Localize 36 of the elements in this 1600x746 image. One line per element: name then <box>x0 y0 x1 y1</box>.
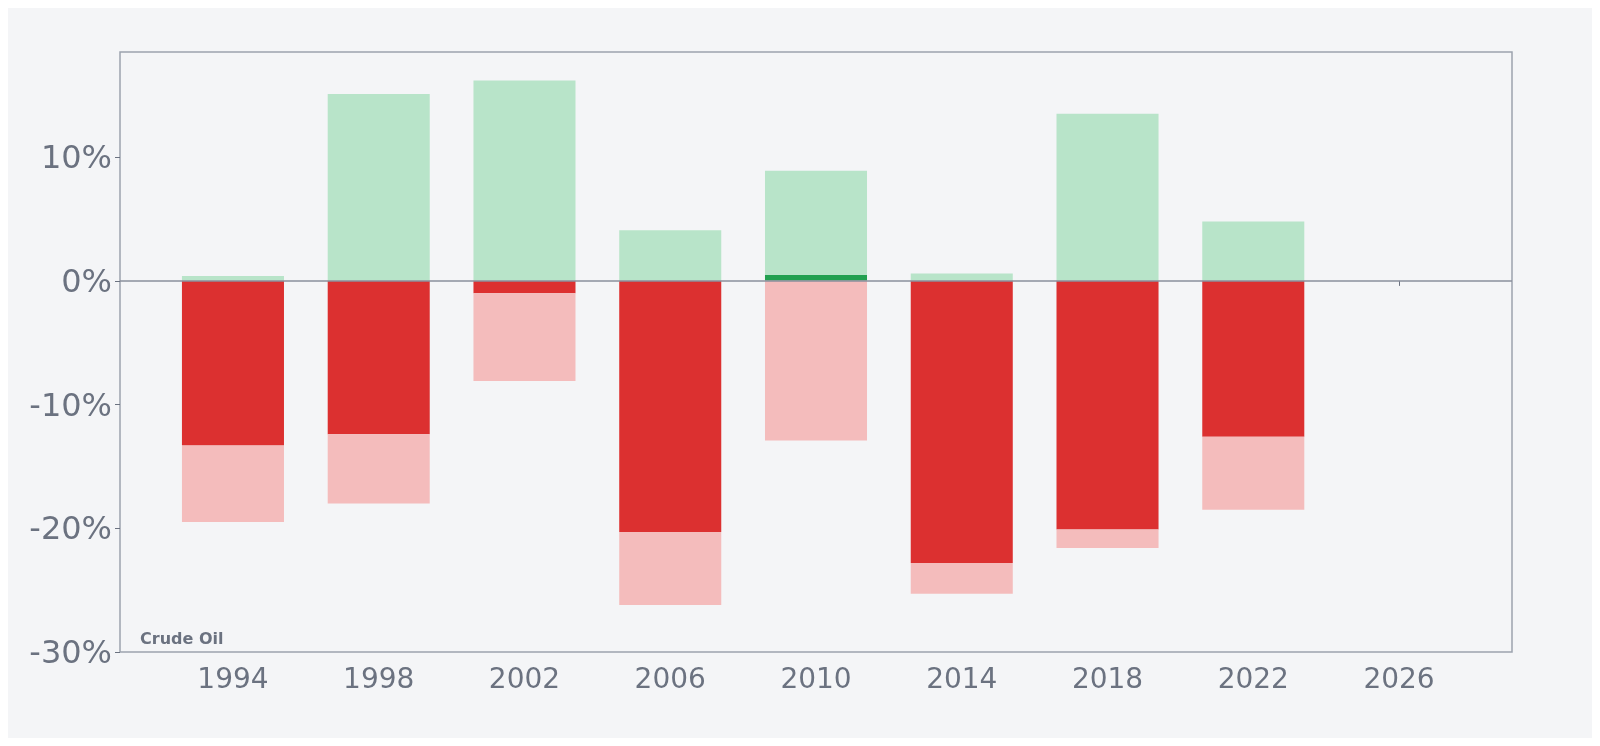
bar <box>181 280 284 446</box>
bar <box>764 170 868 275</box>
y-tick-label: -30% <box>29 633 112 671</box>
x-tick-label: 2002 <box>488 661 561 695</box>
x-tick-label: 2010 <box>780 661 852 695</box>
bar <box>1056 280 1159 530</box>
bar <box>1202 221 1305 281</box>
x-tick-label: 1994 <box>197 661 269 695</box>
bar <box>473 293 576 382</box>
bar <box>1056 529 1159 549</box>
bar <box>910 280 1013 563</box>
bar <box>619 230 722 281</box>
bar <box>619 532 722 605</box>
bar <box>1202 280 1305 437</box>
bar <box>619 280 722 532</box>
x-tick-label: 2014 <box>926 661 998 695</box>
bar <box>1202 436 1305 510</box>
x-tick-label: 1998 <box>343 661 415 695</box>
bar <box>327 94 430 281</box>
x-tick-label: 2026 <box>1363 661 1435 695</box>
y-tick-label: -20% <box>29 509 112 548</box>
annotation: Crude Oil <box>140 628 224 648</box>
bar <box>764 280 868 441</box>
y-tick-label: -10% <box>29 385 112 424</box>
y-tick-label: 0% <box>61 261 112 300</box>
bar <box>327 280 430 435</box>
bar <box>327 434 430 504</box>
y-tick-label: 10% <box>40 138 112 177</box>
bar <box>473 80 576 281</box>
x-tick-label: 2006 <box>634 661 706 695</box>
x-tick-label: 2022 <box>1217 661 1289 695</box>
x-tick-label: 2018 <box>1071 661 1144 695</box>
bar <box>473 280 576 294</box>
bar <box>910 562 1013 594</box>
bar <box>1056 113 1159 281</box>
bar <box>181 445 284 523</box>
